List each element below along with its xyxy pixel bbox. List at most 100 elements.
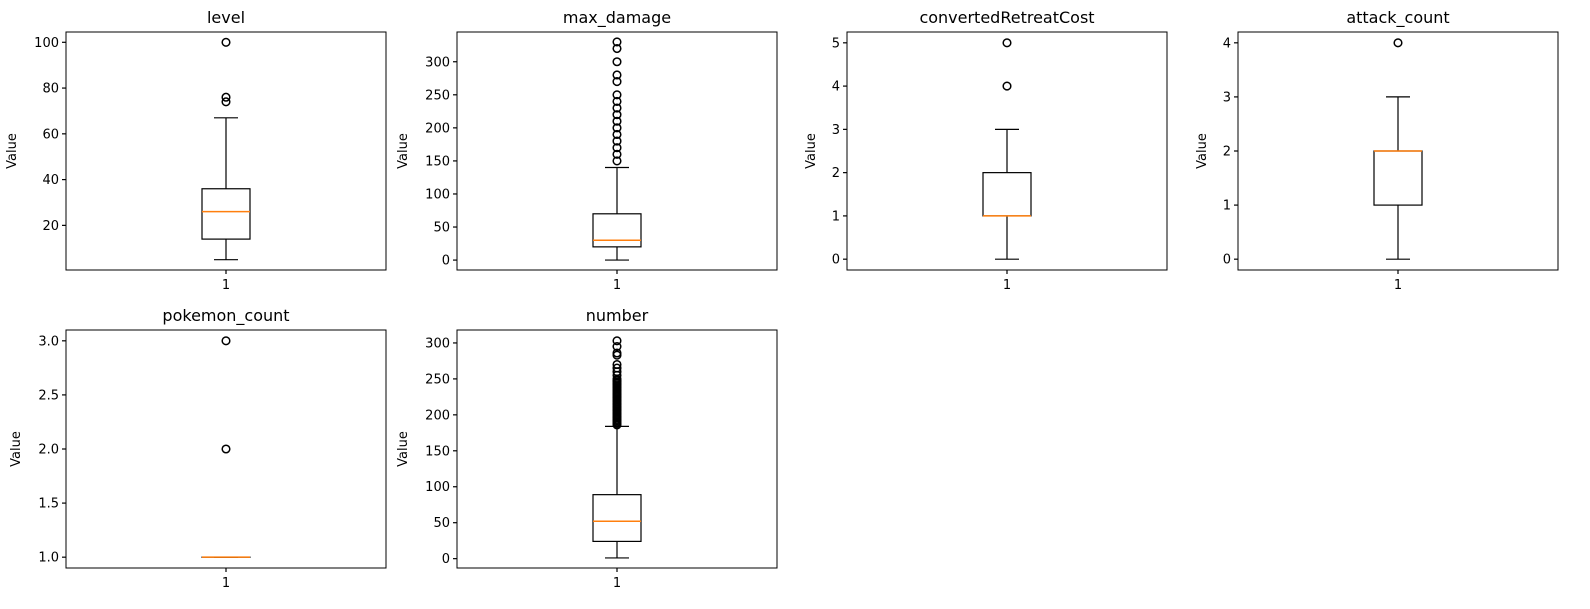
boxplot-panel-convertedRetreatCost: convertedRetreatCost Value 0 1 2 3 4 5 1 <box>804 8 1168 293</box>
boxplot-panel-number: number Value 0 50 100 150 200 250 300 1 <box>396 306 778 591</box>
plot-area-frame <box>1237 31 1559 271</box>
y-tick-label: 200 <box>425 408 450 423</box>
iqr-box <box>982 172 1032 217</box>
outlier-point <box>612 359 622 370</box>
boxplot-panel-max_damage: max_damage Value 0 50 100 150 200 250 300 1 <box>396 8 778 293</box>
y-tick-label: 300 <box>425 55 450 70</box>
y-tick-label: 20 <box>42 219 59 234</box>
outlier-point <box>612 136 622 146</box>
x-tick-label: 1 <box>1003 278 1011 293</box>
outlier-point <box>612 77 622 87</box>
y-tick-label: 60 <box>42 127 59 142</box>
outlier-point <box>612 116 622 126</box>
outlier-point <box>612 43 622 54</box>
outlier-point <box>612 96 622 106</box>
outlier-point <box>612 341 622 352</box>
x-tick-label: 1 <box>1394 278 1402 293</box>
y-tick-label: 250 <box>425 372 450 387</box>
y-axis-label: Value <box>804 133 819 169</box>
y-tick-label: 1.5 <box>38 497 59 512</box>
y-tick-label: 3 <box>832 123 840 138</box>
y-tick-label: 0 <box>442 254 450 269</box>
outlier-point <box>612 363 622 373</box>
x-tick-label: 1 <box>222 576 230 591</box>
iqr-box <box>201 188 251 240</box>
plot-area-frame <box>456 31 778 271</box>
y-tick-label: 3 <box>1223 90 1231 105</box>
outlier-point <box>1393 38 1403 48</box>
panel-title: convertedRetreatCost <box>919 8 1094 27</box>
outlier-point <box>612 90 622 100</box>
y-tick-label: 50 <box>433 516 450 531</box>
plot-area-frame <box>456 329 778 569</box>
outlier-point <box>612 103 622 113</box>
y-tick-label: 300 <box>425 336 450 351</box>
x-tick-label: 1 <box>222 278 230 293</box>
y-tick-label: 0 <box>1223 253 1231 268</box>
outlier-point <box>221 37 231 47</box>
outlier-point <box>612 336 622 346</box>
outlier-point <box>1002 38 1012 48</box>
x-tick-label: 1 <box>613 278 621 293</box>
y-tick-label: 250 <box>425 88 450 103</box>
plot-area-frame <box>846 31 1168 271</box>
y-tick-label: 150 <box>425 444 450 459</box>
y-tick-label: 100 <box>425 187 450 202</box>
outlier-point <box>221 92 231 102</box>
y-tick-label: 0 <box>442 552 450 567</box>
y-tick-label: 2.5 <box>38 388 59 403</box>
outlier-point <box>612 110 622 120</box>
outlier-point <box>221 97 231 107</box>
outlier-point <box>612 70 622 80</box>
panel-title: number <box>586 306 649 325</box>
y-tick-label: 150 <box>425 154 450 169</box>
panel-title: level <box>207 8 245 27</box>
plot-area-frame <box>65 31 387 271</box>
outlier-point <box>612 149 622 159</box>
y-tick-label: 1 <box>1223 199 1231 214</box>
y-tick-label: 2 <box>832 166 840 181</box>
y-tick-label: 0 <box>832 253 840 268</box>
y-axis-label: Value <box>9 431 24 467</box>
y-tick-label: 4 <box>1223 36 1231 51</box>
y-tick-label: 50 <box>433 221 450 236</box>
iqr-box <box>592 213 642 248</box>
y-tick-label: 100 <box>34 36 59 51</box>
panel-title: pokemon_count <box>162 306 289 326</box>
y-tick-label: 1 <box>832 209 840 224</box>
y-tick-label: 2.0 <box>38 443 59 458</box>
y-tick-label: 4 <box>832 80 840 95</box>
y-tick-label: 2 <box>1223 145 1231 160</box>
outlier-point <box>1002 81 1012 91</box>
boxplot-panel-attack_count: attack_count Value 0 1 2 3 4 1 <box>1195 8 1559 293</box>
y-tick-label: 40 <box>42 173 59 188</box>
x-tick-label: 1 <box>613 576 621 591</box>
y-tick-label: 100 <box>425 480 450 495</box>
y-tick-label: 5 <box>832 36 840 51</box>
iqr-box <box>592 494 642 542</box>
panel-title: attack_count <box>1346 8 1449 28</box>
outlier-point <box>612 156 622 166</box>
outlier-point <box>612 129 622 140</box>
y-tick-label: 200 <box>425 121 450 136</box>
outlier-point <box>221 444 231 454</box>
y-tick-label: 1.0 <box>38 551 59 566</box>
y-tick-label: 3.0 <box>38 334 59 349</box>
outlier-point <box>221 336 231 346</box>
outlier-point <box>612 57 622 67</box>
boxplot-panel-level: level Value 20 40 60 80 100 1 <box>5 8 387 293</box>
y-axis-label: Value <box>396 133 411 169</box>
y-axis-label: Value <box>5 133 20 169</box>
outlier-point <box>612 143 622 153</box>
y-axis-label: Value <box>1195 133 1210 169</box>
iqr-box <box>1373 150 1423 206</box>
outlier-point <box>612 123 622 133</box>
outlier-point <box>612 37 622 47</box>
outlier-point <box>612 348 622 358</box>
y-tick-label: 80 <box>42 82 59 97</box>
y-axis-label: Value <box>396 431 411 467</box>
boxplot-panel-pokemon_count: pokemon_count Value 1.0 1.5 2.0 2.5 3.0 1 <box>9 306 387 591</box>
plot-area-frame <box>65 329 387 569</box>
panel-title: max_damage <box>563 8 671 28</box>
